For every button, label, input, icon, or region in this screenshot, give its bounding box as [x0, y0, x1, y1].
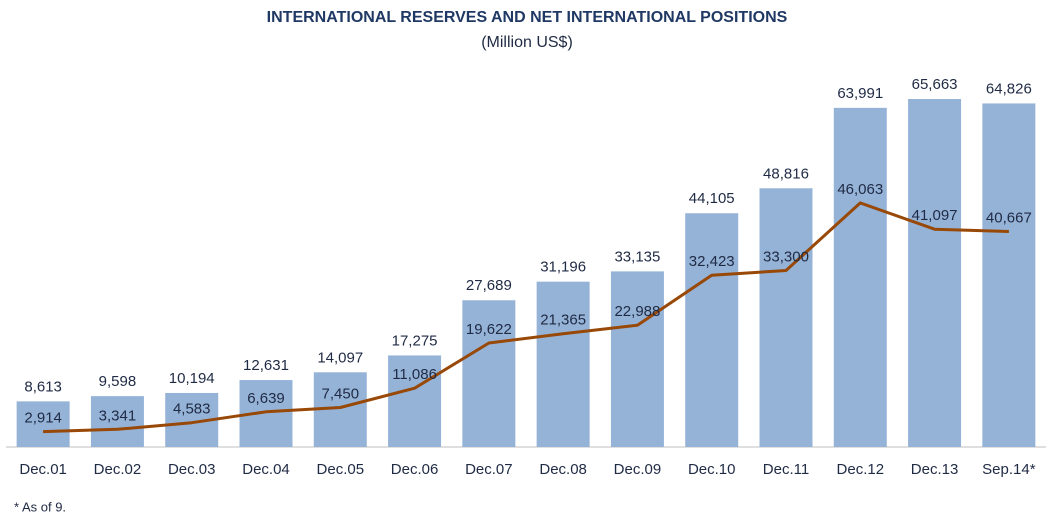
line	[43, 201, 1009, 434]
x-tick-label: Dec.01	[19, 461, 67, 478]
bar-value-label: 44,105	[689, 190, 735, 207]
x-tick-label: Dec.10	[688, 461, 736, 478]
bar	[16, 401, 70, 447]
footnote: * As of 9.	[14, 499, 66, 514]
bar-value-label: 9,598	[99, 373, 137, 390]
x-tick-label: Dec.11	[763, 461, 809, 478]
bar	[462, 300, 516, 447]
line-value-label: 6,639	[247, 390, 285, 407]
bar-value-label: 65,663	[912, 76, 958, 93]
line-value-label: 2,914	[24, 410, 62, 427]
bar-value-label: 17,275	[392, 332, 438, 349]
line-value-label: 40,667	[986, 209, 1032, 226]
x-tick-label: Dec.02	[94, 461, 142, 478]
line-value-label: 11,086	[392, 366, 437, 383]
x-tick-label: Dec.05	[317, 461, 365, 478]
x-tick-label: Dec.08	[539, 461, 587, 478]
bar	[536, 281, 590, 447]
line-value-label: 19,622	[466, 321, 512, 338]
line-value-label: 46,063	[837, 181, 883, 198]
bar	[90, 396, 144, 447]
x-tick-label: Dec.06	[391, 461, 439, 478]
x-tick-label: Dec.03	[168, 461, 216, 478]
line-value-label: 33,300	[763, 248, 809, 265]
line-value-label: 3,341	[99, 407, 137, 424]
bar-value-label: 63,991	[837, 85, 883, 102]
line-value-label: 32,423	[689, 253, 735, 270]
bar-value-label: 48,816	[763, 165, 809, 182]
bar	[759, 188, 813, 448]
bar	[610, 271, 664, 447]
chart-title: INTERNATIONAL RESERVES AND NET INTERNATI…	[267, 9, 788, 26]
line-value-label: 7,450	[322, 385, 360, 402]
line-value-label: 21,365	[540, 312, 586, 329]
x-tick-label: Dec.07	[465, 461, 513, 478]
bar	[685, 213, 739, 447]
x-tick-label: Dec.12	[837, 461, 885, 478]
bar-value-label: 8,613	[24, 378, 62, 395]
bar-value-label: 33,135	[614, 248, 660, 265]
x-tick-label: Dec.04	[242, 461, 290, 478]
x-tick-label: Dec.13	[911, 461, 959, 478]
x-tick-label: Sep.14*	[982, 461, 1036, 478]
line-value-label: 41,097	[912, 207, 958, 224]
bar	[982, 103, 1036, 448]
x-tick-label: Dec.09	[614, 461, 662, 478]
chart-subtitle: (Million US$)	[481, 34, 573, 51]
bar-value-label: 10,194	[169, 370, 215, 387]
bar-value-label: 31,196	[540, 259, 586, 276]
bar-value-label: 12,631	[243, 357, 289, 374]
bar	[833, 107, 887, 448]
bar-value-label: 14,097	[317, 349, 363, 366]
bar-value-label: 27,689	[466, 277, 512, 294]
line-value-label: 22,988	[614, 303, 660, 320]
bar	[388, 355, 442, 447]
line-value-label: 4,583	[173, 401, 211, 418]
bar	[908, 99, 962, 447]
bar-value-label: 64,826	[986, 80, 1032, 97]
